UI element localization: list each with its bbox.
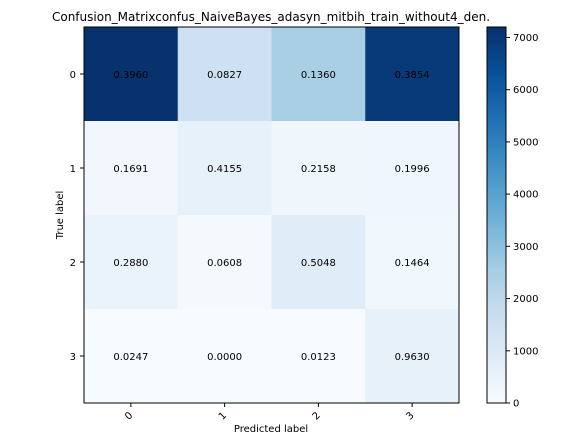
colorbar-tick-label-7: 7000 — [513, 33, 538, 44]
x-tick-label-1: 1 — [217, 410, 229, 422]
cell-label-3-3: 0.9630 — [395, 352, 430, 363]
heatmap-cell-3-3 — [365, 309, 460, 404]
heatmap-cell-2-2 — [271, 215, 366, 310]
cell-label-2-0: 0.2880 — [113, 258, 148, 269]
heatmap-cell-0-3 — [365, 27, 460, 122]
heatmap-cell-0-0 — [84, 27, 179, 122]
heatmap-cell-1-1 — [177, 121, 272, 216]
heatmap-cell-2-1 — [177, 215, 272, 310]
heatmap-cell-labels: 0.3960 0.0827 0.1360 0.3854 0.1691 0.4155 0.21… — [113, 70, 429, 363]
x-axis-ticks: 0 1 2 3 — [123, 403, 417, 422]
colorbar-tick-label-6: 6000 — [513, 85, 538, 96]
heatmap-cell-2-0 — [84, 215, 179, 310]
heatmap-cells — [84, 27, 460, 404]
heatmap-cell-0-2 — [271, 27, 366, 122]
y-tick-label-1: 1 — [70, 164, 76, 175]
y-axis-ticks: 0 1 2 3 — [70, 70, 84, 363]
cell-label-2-1: 0.0608 — [207, 258, 242, 269]
cell-label-1-2: 0.2158 — [301, 164, 336, 175]
cell-label-0-0: 0.3960 — [113, 70, 148, 81]
colorbar-tick-label-5: 5000 — [513, 137, 538, 148]
colorbar-tick-label-3: 3000 — [513, 242, 538, 253]
y-tick-label-0: 0 — [70, 70, 76, 81]
colorbar-tick-label-1: 1000 — [513, 346, 538, 357]
heatmap-cell-1-2 — [271, 121, 366, 216]
y-axis-label: True label — [55, 191, 66, 241]
cell-label-3-1: 0.0000 — [207, 352, 242, 363]
x-axis-label: Predicted label — [234, 424, 308, 432]
y-tick-label-2: 2 — [70, 258, 76, 269]
colorbar-tick-label-2: 2000 — [513, 294, 538, 305]
heatmap-cell-2-3 — [365, 215, 460, 310]
cell-label-1-3: 0.1996 — [395, 164, 430, 175]
cell-label-0-2: 0.1360 — [301, 70, 336, 81]
heatmap-cell-3-2 — [271, 309, 366, 404]
y-tick-label-3: 3 — [70, 352, 76, 363]
colorbar-tick-label-0: 0 — [513, 399, 519, 410]
cell-label-0-1: 0.0827 — [207, 70, 242, 81]
cell-label-1-1: 0.4155 — [207, 164, 242, 175]
x-tick-label-3: 3 — [404, 410, 416, 422]
heatmap-cell-3-1 — [177, 309, 272, 404]
plot-frame — [83, 26, 460, 404]
heatmap-cell-0-1 — [177, 27, 272, 122]
x-tick-label-0: 0 — [123, 410, 135, 422]
chart-title: Confusion_Matrixconfus_NaiveBayes_adasyn… — [52, 10, 490, 24]
colorbar-tick-label-4: 4000 — [513, 190, 538, 201]
heatmap-cell-1-0 — [84, 121, 179, 216]
cell-label-0-3: 0.3854 — [395, 70, 430, 81]
x-tick-label-2: 2 — [311, 410, 323, 422]
cell-label-3-0: 0.0247 — [113, 352, 148, 363]
cell-label-2-2: 0.5048 — [301, 258, 336, 269]
cell-label-1-0: 0.1691 — [113, 164, 148, 175]
cell-label-3-2: 0.0123 — [301, 352, 336, 363]
colorbar — [486, 26, 507, 404]
colorbar-ticks: 0 1000 2000 3000 4000 5000 6000 7000 — [506, 33, 538, 410]
heatmap-cell-1-3 — [365, 121, 460, 216]
cell-label-2-3: 0.1464 — [395, 258, 430, 269]
heatmap-cell-3-0 — [84, 309, 179, 404]
